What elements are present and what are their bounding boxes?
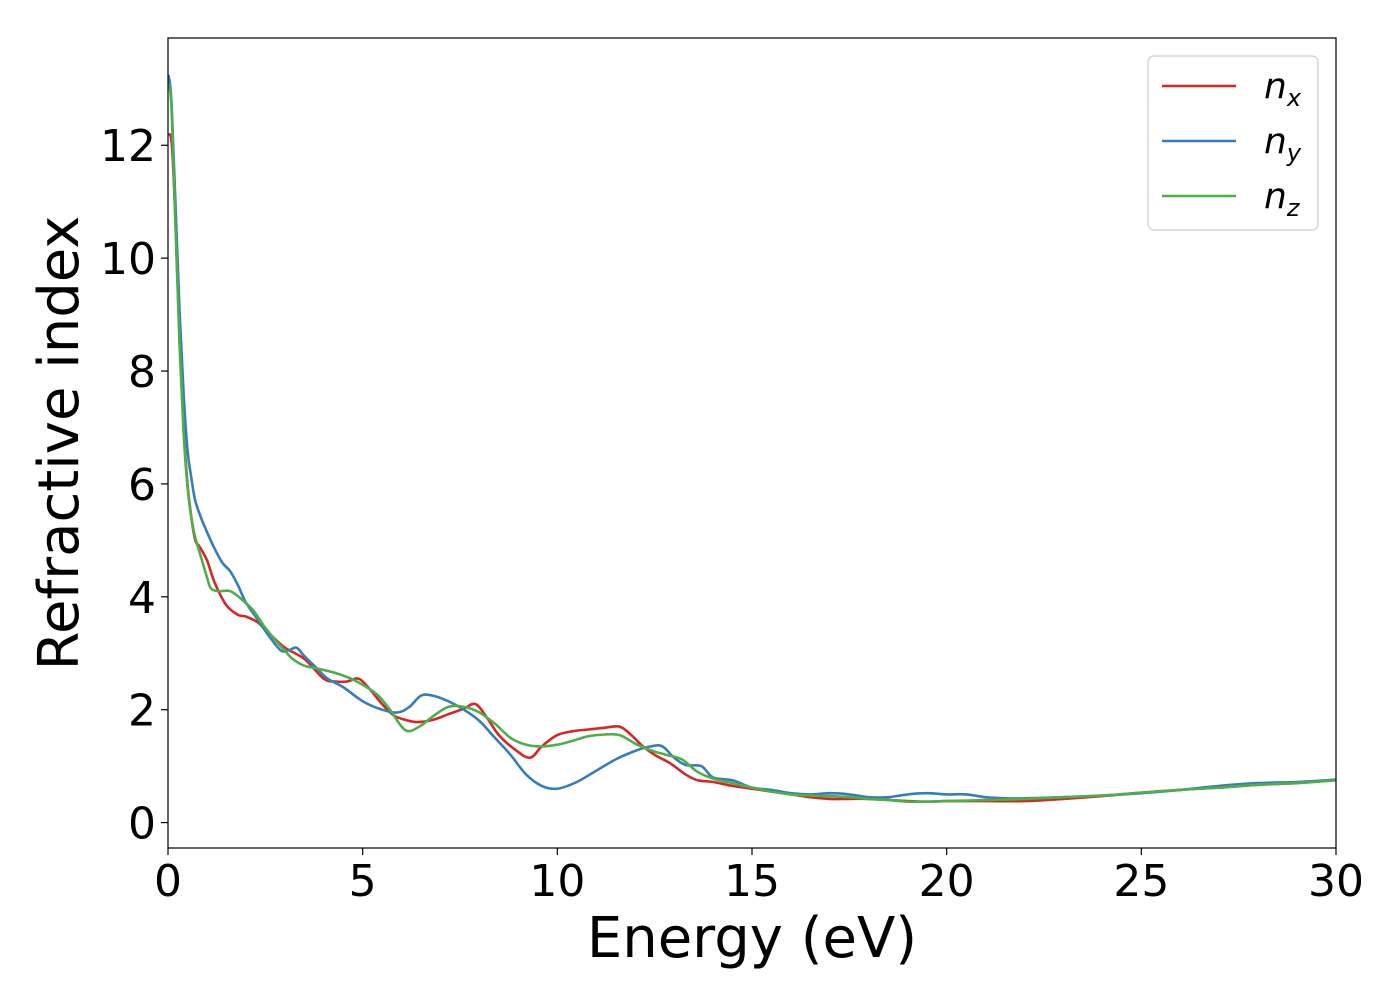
y-tick-label: 4	[128, 573, 156, 624]
y-tick-label: 12	[100, 121, 156, 172]
x-tick-label: 20	[919, 856, 975, 907]
series-line-ny	[168, 74, 1336, 800]
y-tick-label: 8	[128, 347, 156, 398]
x-tick-label: 30	[1308, 856, 1364, 907]
x-tick-label: 10	[529, 856, 585, 907]
legend-label-nz: nz	[1264, 176, 1301, 222]
x-tick-label: 5	[349, 856, 377, 907]
y-tick-label: 0	[128, 799, 156, 850]
x-tick-label: 0	[154, 856, 182, 907]
series-line-nz	[168, 82, 1336, 804]
legend-label-nx: nx	[1264, 66, 1302, 112]
x-tick-label: 25	[1113, 856, 1169, 907]
legend: nx ny nz	[1147, 55, 1319, 231]
legend-box	[1147, 55, 1319, 231]
y-axis-title: Refractive index	[27, 216, 92, 671]
y-tick-label: 10	[100, 234, 156, 285]
y-tick-label: 2	[128, 686, 156, 737]
x-tick-label: 15	[724, 856, 780, 907]
y-tick-label: 6	[128, 460, 156, 511]
x-axis-title: Energy (eV)	[587, 906, 917, 971]
y-axis-ticks: 0 2 4 6 8 10 12	[100, 121, 168, 850]
x-axis-ticks: 0 5 10 15 20 25 30	[154, 848, 1364, 907]
legend-label-ny: ny	[1264, 121, 1302, 167]
series-lines	[168, 74, 1336, 804]
